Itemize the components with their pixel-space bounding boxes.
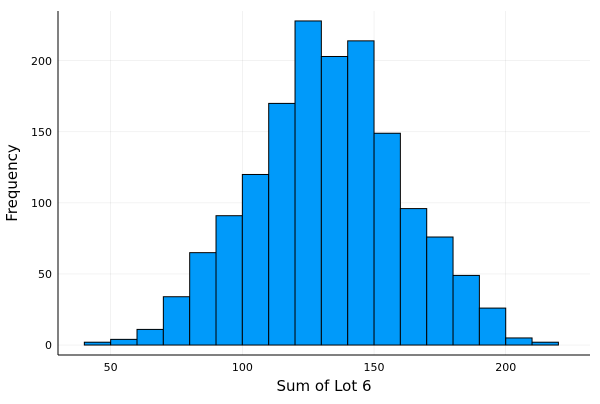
x-axis-title: Sum of Lot 6 bbox=[276, 377, 371, 395]
histogram-bar bbox=[505, 337, 533, 346]
axes-layer bbox=[57, 11, 590, 356]
histogram-bar bbox=[294, 20, 322, 346]
histogram-bar bbox=[347, 40, 375, 346]
y-tick-label: 200 bbox=[31, 55, 52, 68]
bars-layer bbox=[83, 20, 559, 346]
histogram-bar bbox=[241, 173, 270, 346]
y-tick-label: 150 bbox=[31, 126, 52, 139]
y-tick-label: 100 bbox=[31, 197, 52, 210]
histogram-bar bbox=[399, 208, 428, 346]
histogram-bar bbox=[110, 338, 138, 346]
histogram-bar bbox=[189, 252, 217, 346]
histogram-bar bbox=[478, 307, 507, 346]
histogram-bar bbox=[83, 341, 112, 346]
tick-labels-layer: 50 100 150 200 0 50 100 150 200 bbox=[31, 55, 516, 374]
histogram-bar bbox=[215, 215, 243, 346]
x-tick-label: 200 bbox=[495, 361, 516, 374]
x-tick-label: 150 bbox=[364, 361, 385, 374]
y-axis-title: Frequency bbox=[3, 144, 21, 222]
histogram-bar bbox=[531, 341, 559, 346]
histogram-bar bbox=[426, 236, 454, 346]
y-tick-label: 0 bbox=[45, 339, 52, 352]
x-tick-label: 50 bbox=[104, 361, 118, 374]
histogram-bar bbox=[373, 132, 401, 346]
y-tick-label: 50 bbox=[38, 268, 52, 281]
x-tick-label: 100 bbox=[232, 361, 253, 374]
histogram-bar bbox=[162, 296, 191, 346]
histogram-bar bbox=[452, 274, 480, 346]
histogram-bar bbox=[320, 55, 349, 346]
histogram-bar bbox=[268, 102, 296, 346]
histogram-bar bbox=[136, 328, 164, 346]
